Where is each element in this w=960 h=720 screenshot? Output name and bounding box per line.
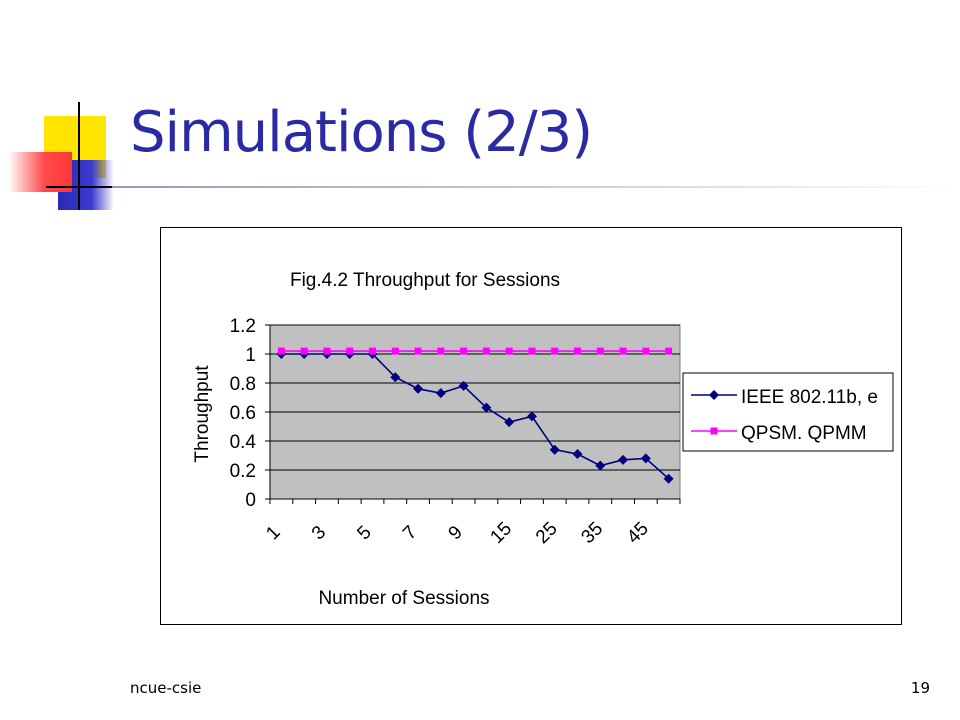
x-tick-label: 25 [532, 518, 562, 548]
legend-marker-square [710, 427, 718, 435]
series-2-point [596, 347, 604, 355]
series-1-point [504, 417, 515, 428]
y-tick-label: 0.6 [230, 403, 256, 424]
x-tick-label: 35 [577, 518, 607, 548]
y-tick-label: 1.2 [230, 316, 256, 337]
series-1-point [481, 402, 492, 413]
x-tick-label: 15 [486, 518, 516, 548]
x-axis-label: Number of Sessions [318, 588, 489, 609]
x-tick-label: 7 [399, 522, 421, 544]
series-2-point [619, 347, 627, 355]
series-2-point [482, 347, 490, 355]
series-1-point [458, 380, 469, 391]
series-2-point [369, 347, 376, 355]
series-1-point [618, 454, 629, 465]
chart-frame: Fig.4.2 Throughput for Sessions 0 0.2 0.4 0.… [160, 227, 902, 625]
page-number: 19 [910, 679, 930, 697]
series-1-point [572, 449, 583, 460]
series-2-point [277, 347, 285, 355]
legend-marker-diamond [709, 390, 719, 400]
x-tick-label: 45 [623, 518, 653, 548]
legend-label-1: IEEE 802.11b, e [741, 387, 878, 408]
x-tick-label: 3 [308, 522, 330, 544]
title-underline [112, 186, 960, 188]
series-2-point [505, 347, 513, 355]
series-2-point [551, 347, 559, 355]
legend-label-2: QPSM. QPMM [741, 423, 867, 444]
y-tick-label: 1 [245, 345, 256, 366]
x-tick-label: 5 [353, 522, 375, 544]
y-tick-label: 0.2 [230, 461, 256, 482]
series-2-point [665, 347, 673, 355]
series-2-point [346, 347, 354, 355]
series-2-point [323, 347, 331, 355]
series-2-point [391, 347, 399, 355]
title-decoration-vertical-line [78, 102, 80, 210]
chart-title: Fig.4.2 Throughput for Sessions [290, 270, 560, 291]
x-tick-label: 9 [445, 522, 467, 544]
title-decoration-red-bar [10, 152, 72, 192]
legend-box [682, 372, 894, 452]
y-tick-label: 0 [245, 490, 256, 511]
series-2-point [460, 347, 468, 355]
series-1-point [413, 383, 424, 394]
series-2-point [414, 347, 422, 355]
series-1-point [640, 453, 651, 464]
series-1-point [435, 388, 446, 399]
series-2-point [574, 347, 581, 355]
series-1-point [663, 473, 674, 484]
series-1-point [549, 444, 560, 455]
series-1-point [595, 460, 606, 471]
series-2-point [642, 347, 650, 355]
footer-label: ncue-csie [130, 679, 202, 697]
title-decoration-horizontal-line [46, 186, 132, 188]
series-1-point [390, 372, 401, 383]
series-1-point [526, 411, 537, 422]
y-axis-label: Throughput [192, 365, 213, 463]
throughput-chart: Fig.4.2 Throughput for Sessions 0 0.2 0.4 0.… [192, 270, 894, 609]
y-tick-label: 0.4 [230, 432, 257, 453]
y-tick-label: 0.8 [230, 374, 256, 395]
x-tick-label: 1 [262, 522, 284, 544]
series-2-point [300, 347, 308, 355]
slide-title: Simulations (2/3) [130, 100, 593, 165]
series-2-point [528, 347, 536, 355]
series-2-point [437, 347, 445, 355]
